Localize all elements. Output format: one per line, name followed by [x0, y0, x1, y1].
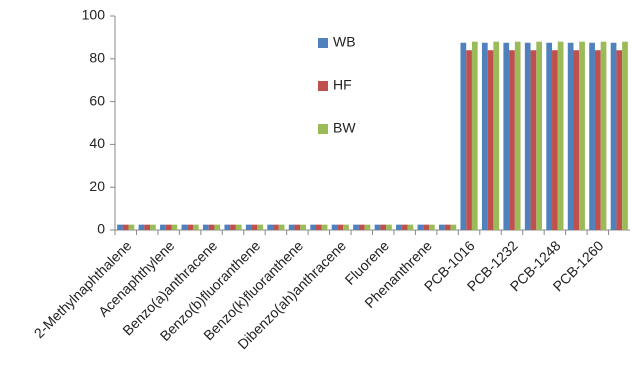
bar [235, 224, 242, 230]
bar [567, 42, 574, 230]
bar [117, 224, 123, 230]
bar [589, 42, 595, 230]
bar [214, 224, 221, 230]
bar [439, 224, 445, 230]
bar [192, 224, 199, 230]
bar [358, 224, 365, 230]
y-tick-label: 0 [97, 221, 105, 237]
bar [257, 224, 264, 230]
bar [181, 224, 188, 230]
bar [557, 41, 564, 231]
bar [353, 224, 359, 230]
bar [160, 224, 166, 230]
bar [509, 50, 515, 230]
x-tick-label: Acenaphthylene [95, 237, 177, 319]
bar [171, 224, 178, 230]
bar [187, 224, 193, 230]
bar [481, 42, 488, 230]
bar [386, 224, 392, 230]
legend-swatch [318, 81, 328, 91]
bar [331, 224, 338, 230]
bar [546, 42, 553, 230]
bar [487, 50, 494, 230]
bar [122, 224, 129, 230]
bar [407, 224, 414, 230]
bar [364, 224, 371, 230]
bar [616, 50, 623, 230]
y-tick-label: 100 [82, 7, 106, 23]
bar [230, 224, 236, 230]
bar [503, 42, 510, 230]
bar [622, 41, 628, 231]
y-tick-label: 80 [89, 50, 105, 66]
bar [321, 224, 328, 230]
bar [471, 41, 478, 231]
bar [444, 224, 451, 230]
y-tick-label: 40 [89, 135, 105, 151]
bar [450, 224, 457, 230]
bar [300, 224, 306, 230]
bar [600, 41, 607, 231]
bar [202, 224, 209, 230]
bar [380, 224, 387, 230]
bar [429, 224, 435, 230]
legend-label: HF [333, 77, 352, 93]
bar [396, 224, 402, 230]
legend-label: WB [333, 34, 356, 50]
bar [144, 224, 151, 230]
bar [343, 224, 349, 230]
bar [573, 50, 580, 230]
bar [460, 42, 467, 230]
bar [514, 41, 521, 231]
bar [337, 224, 344, 230]
bar [552, 50, 558, 230]
bar [251, 224, 258, 230]
bar [374, 224, 381, 230]
bar [493, 41, 500, 231]
bar [466, 50, 472, 230]
bar [208, 224, 215, 230]
bar [417, 224, 424, 230]
bar [610, 42, 617, 230]
bar [530, 50, 537, 230]
bar [224, 224, 231, 230]
bar [245, 224, 252, 230]
bar [310, 224, 316, 230]
y-tick-label: 60 [89, 92, 105, 108]
bar [594, 50, 601, 230]
bar [273, 224, 279, 230]
bar [294, 224, 301, 230]
bar [288, 224, 295, 230]
legend-label: BW [333, 120, 356, 136]
bar [267, 224, 274, 230]
bar [536, 41, 543, 231]
bar [150, 224, 156, 230]
bar [315, 224, 322, 230]
bar [524, 42, 531, 230]
y-tick-label: 20 [89, 178, 105, 194]
bar [165, 224, 172, 230]
legend-swatch [318, 124, 328, 134]
bar [278, 224, 285, 230]
bar [401, 224, 408, 230]
legend-swatch [318, 38, 328, 48]
bar [423, 224, 430, 230]
bar [579, 41, 585, 231]
bar [128, 224, 135, 230]
bar [138, 224, 145, 230]
